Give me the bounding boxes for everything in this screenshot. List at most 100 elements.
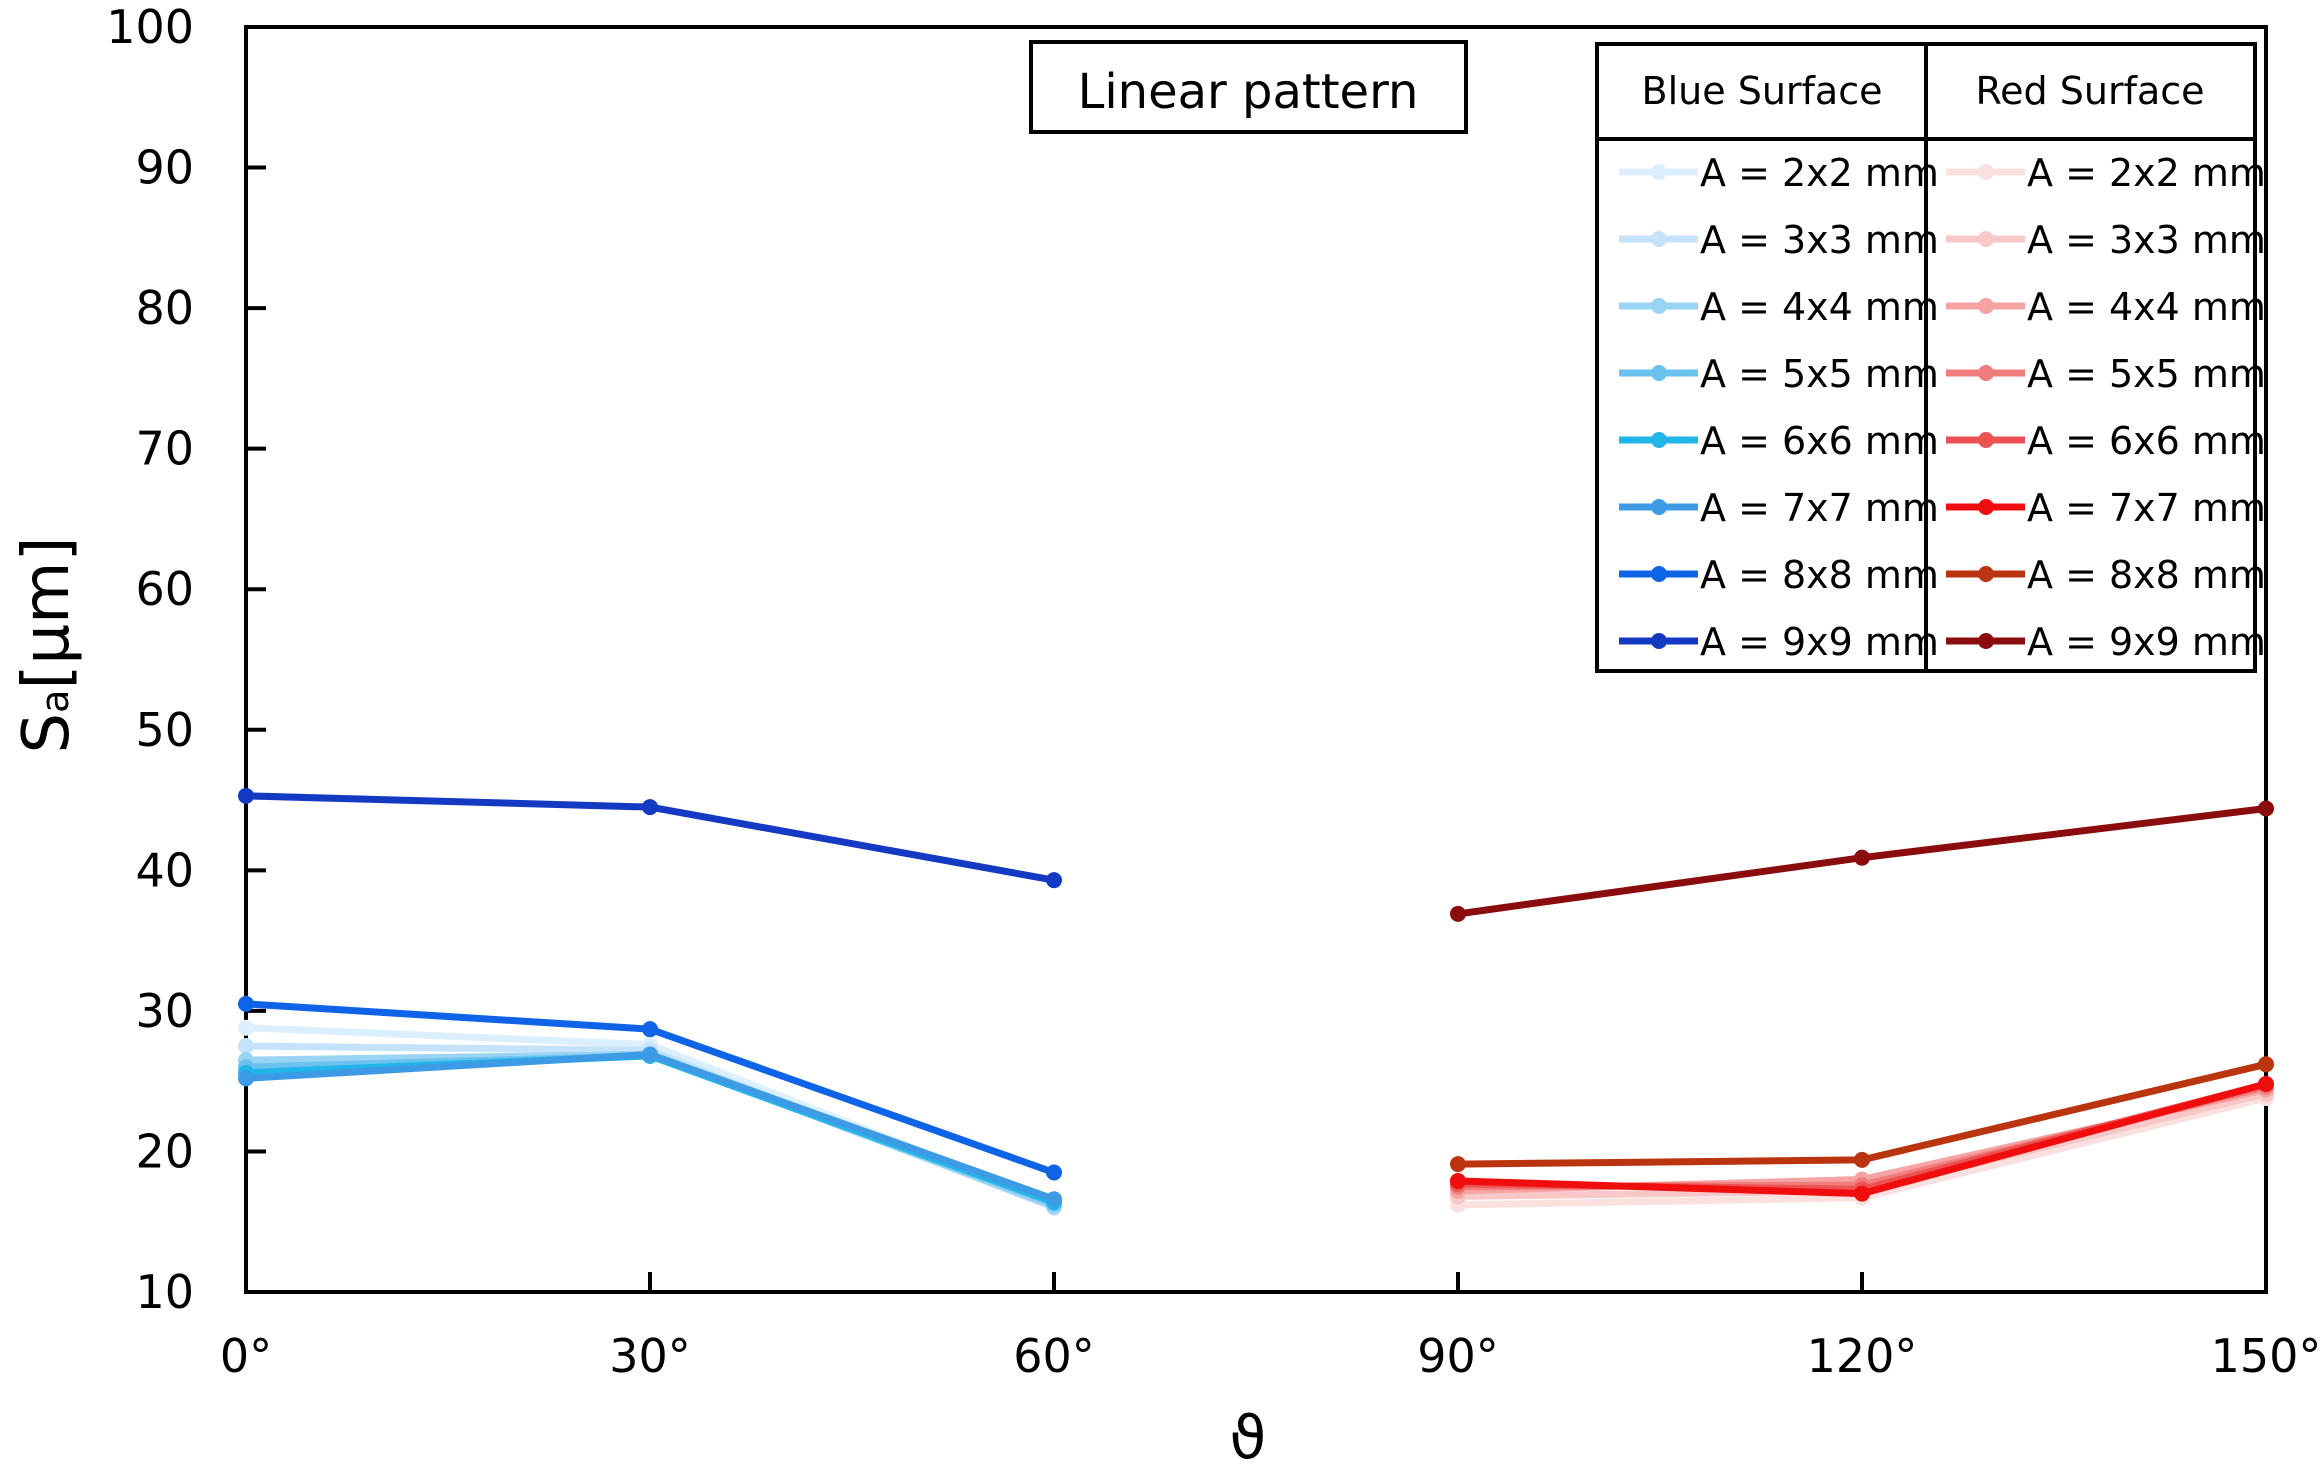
legend-label: A = 4x4 mm	[2027, 285, 2266, 329]
plot-area	[244, 25, 2268, 1294]
legend-header-blue: Blue Surface	[1642, 69, 1883, 113]
legend-swatch-marker	[1651, 566, 1667, 582]
plot-frame	[244, 25, 2268, 1294]
data-point	[1450, 1156, 1466, 1173]
data-point	[1046, 872, 1062, 889]
legend-swatch-marker	[1651, 499, 1667, 515]
series-red-7x7	[1450, 1075, 2274, 1202]
legend-swatch-marker	[1651, 164, 1667, 180]
y-tick-label: 50	[135, 703, 194, 757]
legend-label: A = 5x5 mm	[1700, 352, 1939, 396]
y-tick-label: 10	[135, 1265, 194, 1319]
data-point	[642, 1046, 658, 1063]
series-red-9x9	[1450, 800, 2274, 922]
legend-swatch-marker	[1978, 633, 1994, 649]
legend-label: A = 3x3 mm	[1700, 218, 1939, 262]
legend-entry: A = 8x8 mm	[1946, 553, 2266, 597]
y-tick-label: 80	[135, 281, 194, 335]
legend-label: A = 9x9 mm	[1700, 620, 1939, 664]
legend-entry: A = 3x3 mm	[1619, 218, 1939, 262]
data-point	[238, 787, 254, 804]
y-tick-label: 70	[135, 422, 194, 476]
data-point	[1046, 1164, 1062, 1181]
series-red-8x8	[1450, 1056, 2274, 1173]
series-blue-9x9	[238, 787, 1062, 889]
data-point	[238, 1070, 254, 1087]
data-point	[2258, 800, 2274, 817]
data-point	[1450, 1172, 1466, 1189]
x-tick-label: 60°	[1013, 1329, 1095, 1383]
series-red-5x5	[1450, 1078, 2274, 1195]
legend-entry: A = 7x7 mm	[1619, 486, 1939, 530]
legend-swatch-marker	[1978, 298, 1994, 314]
legend-label: A = 3x3 mm	[2027, 218, 2266, 262]
y-axis-label: Sa[µm]	[10, 537, 84, 754]
legend-entries: A = 2x2 mm A = 3x3 mm A = 4x4 mm A = 5x5 mm…	[1619, 151, 2266, 664]
y-axis-label-sub: a	[33, 690, 77, 713]
y-tick-label: 60	[135, 562, 194, 616]
y-tick-label: 100	[106, 0, 194, 54]
legend-swatch-marker	[1978, 432, 1994, 448]
data-point	[1854, 1185, 1870, 1202]
data-point	[642, 1021, 658, 1038]
data-point	[642, 799, 658, 816]
data-point	[1046, 1191, 1062, 1208]
legend-entry: A = 9x9 mm	[1619, 620, 1939, 664]
legend-swatch-marker	[1978, 566, 1994, 582]
legend-entry: A = 6x6 mm	[1946, 419, 2266, 463]
legend-entry: A = 5x5 mm	[1946, 352, 2266, 396]
legend-entry: A = 8x8 mm	[1619, 553, 1939, 597]
data-point	[2258, 1075, 2274, 1092]
data-point	[2258, 1056, 2274, 1073]
legend-label: A = 8x8 mm	[2027, 553, 2266, 597]
y-tick-label: 30	[135, 984, 194, 1038]
y-tick-label: 90	[135, 141, 194, 195]
legend-label: A = 6x6 mm	[2027, 419, 2266, 463]
legend-label: A = 7x7 mm	[1700, 486, 1939, 530]
data-point	[238, 1038, 254, 1055]
legend-swatch-marker	[1978, 499, 1994, 515]
legend-entry: A = 7x7 mm	[1946, 486, 2266, 530]
legend-entry: A = 2x2 mm	[1619, 151, 1939, 195]
title-frame	[1029, 40, 1468, 134]
svg-text:Sa[µm]: Sa[µm]	[10, 537, 84, 754]
legend-label: A = 2x2 mm	[2027, 151, 2266, 195]
x-tick-label: 30°	[609, 1329, 691, 1383]
legend-entry: A = 4x4 mm	[1946, 285, 2266, 329]
x-tick-label: 90°	[1417, 1329, 1499, 1383]
legend-label: A = 2x2 mm	[1700, 151, 1939, 195]
data-point	[238, 1019, 254, 1036]
y-tick-label: 40	[135, 843, 194, 897]
legend-label: A = 7x7 mm	[2027, 486, 2266, 530]
data-point	[1854, 849, 1870, 866]
legend-swatch-marker	[1651, 231, 1667, 247]
x-axis-label: ϑ	[1229, 1403, 1266, 1471]
data-point	[1450, 905, 1466, 922]
legend-label: A = 8x8 mm	[1700, 553, 1939, 597]
legend-swatch-marker	[1651, 432, 1667, 448]
legend-swatch-marker	[1978, 164, 1994, 180]
legend-swatch-marker	[1978, 231, 1994, 247]
legend-entry: A = 5x5 mm	[1619, 352, 1939, 396]
x-tick-label: 0°	[220, 1329, 272, 1383]
legend-entry: A = 9x9 mm	[1946, 620, 2266, 664]
x-axis: 0° 30° 60° 90° 120° 150°	[220, 1272, 2322, 1383]
legend-entry: A = 2x2 mm	[1946, 151, 2266, 195]
legend-entry: A = 4x4 mm	[1619, 285, 1939, 329]
y-axis-label-main: S	[10, 713, 84, 754]
chart-title: Linear pattern	[1078, 64, 1419, 120]
legend-label: A = 5x5 mm	[2027, 352, 2266, 396]
legend-label: A = 9x9 mm	[2027, 620, 2266, 664]
legend-header-red: Red Surface	[1975, 69, 2204, 113]
series-blue-7x7	[238, 1046, 1062, 1208]
series-layer	[238, 787, 2274, 1216]
x-tick-label: 150°	[2211, 1329, 2322, 1383]
legend-label: A = 6x6 mm	[1700, 419, 1939, 463]
y-axis: 10 20 30 40 50 60 70 80 90 100	[106, 0, 266, 1319]
series-blue-8x8	[238, 995, 1062, 1181]
legend-swatch-marker	[1978, 365, 1994, 381]
x-tick-label: 120°	[1807, 1329, 1918, 1383]
title-box: Linear pattern	[1029, 40, 1468, 134]
legend-swatch-marker	[1651, 633, 1667, 649]
